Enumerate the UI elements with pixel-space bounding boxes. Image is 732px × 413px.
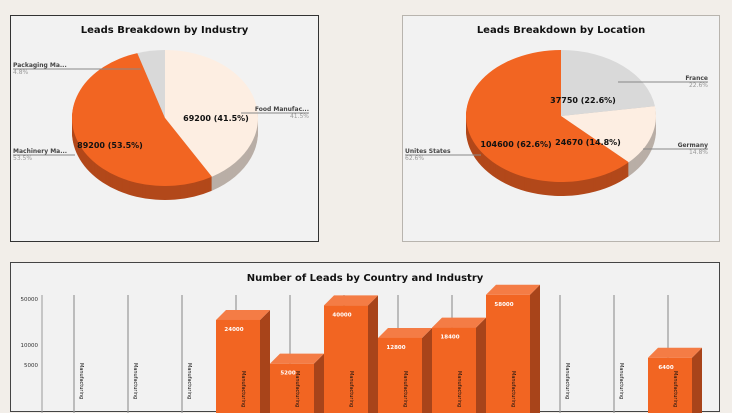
bar-side <box>530 284 540 413</box>
pie-percent-label: 53.5% <box>13 155 32 162</box>
bar-data-label: 40000 <box>332 312 351 318</box>
category-label: Manufacturing <box>564 363 570 399</box>
bar <box>324 305 368 413</box>
pie-data-label: 69200 (41.5%) <box>183 114 249 123</box>
category-label: Manufacturing <box>186 363 192 399</box>
bar <box>378 337 422 413</box>
pie-category-label: Food Manufac... <box>255 106 309 113</box>
industry-pie-panel: Leads Breakdown by Industry 69200 (41.5%… <box>10 15 319 242</box>
bar-top <box>648 347 702 358</box>
category-label: Manufacturing <box>240 371 246 407</box>
bar-top <box>324 295 378 306</box>
bar-top <box>378 327 432 338</box>
pie-slice <box>137 50 165 118</box>
category-label: Manufacturing <box>402 371 408 407</box>
pie-percent-label: 62.6% <box>405 155 424 162</box>
category-label: Manufacturing <box>294 371 300 407</box>
pie-slice <box>165 50 258 177</box>
pie-category-label: Machinery Ma... <box>13 148 67 155</box>
pie-percent-label: 4.8% <box>13 69 29 76</box>
category-label: Manufacturing <box>132 363 138 399</box>
bar-side <box>476 317 486 413</box>
pie-category-label: Unites States <box>405 148 451 155</box>
category-label: Manufacturing <box>672 371 678 407</box>
pie-percent-label: 22.6% <box>689 82 708 89</box>
pie-category-label: Packaging Ma... <box>13 62 67 69</box>
bar-top <box>216 309 270 320</box>
pie-slice <box>561 50 655 116</box>
bar-data-label: 58000 <box>494 302 513 308</box>
bar <box>216 319 260 413</box>
bar-chart: 50000 10000 5000 Manufacturing Manufacturing… <box>21 284 702 413</box>
pie-data-label: 104600 (62.6%) <box>480 140 551 149</box>
category-label: Manufacturing <box>618 363 624 399</box>
pie-data-label: 24670 (14.8%) <box>555 138 621 147</box>
bar-top <box>270 353 324 364</box>
pie-percent-label: 14.8% <box>689 149 708 156</box>
bar-top <box>432 317 486 328</box>
industry-pie-chart: 69200 (41.5%) Food Manufac...41.5% 89200 (… <box>13 50 309 200</box>
bar-side <box>692 347 702 413</box>
pie-data-label: 89200 (53.5%) <box>77 141 143 150</box>
pie-category-label: Germany <box>678 142 709 149</box>
bar-chart-panel: Number of Leads by Country and Industry … <box>10 262 720 413</box>
category-label: Manufacturing <box>456 371 462 407</box>
bar-side <box>260 309 270 413</box>
pie-data-label: 37750 (22.6%) <box>550 96 616 105</box>
category-label: Manufacturing <box>510 371 516 407</box>
y-tick-label: 5000 <box>24 363 38 369</box>
category-label: Manufacturing <box>348 371 354 407</box>
bar <box>432 327 476 413</box>
location-pie-panel: Leads Breakdown by Location 37750 (22.6%… <box>402 15 720 242</box>
bar-data-label: 24000 <box>224 327 243 333</box>
location-pie-title: Leads Breakdown by Location <box>476 25 646 36</box>
bar-data-label: 12800 <box>386 345 405 351</box>
pie-slice <box>466 50 629 182</box>
pie-slice <box>561 106 656 163</box>
bar-data-label: 6400 <box>658 365 673 371</box>
bar-side <box>422 327 432 413</box>
pie-slice <box>71 53 212 186</box>
bar-data-label: 18400 <box>440 335 459 341</box>
bar-side <box>368 295 378 413</box>
bar <box>486 294 530 413</box>
pie-category-label: France <box>685 75 708 82</box>
bar-data-label: 5200 <box>280 371 295 377</box>
y-tick-label: 50000 <box>21 297 39 303</box>
bar-top <box>486 284 540 295</box>
industry-pie-title: Leads Breakdown by Industry <box>80 25 249 36</box>
pie-percent-label: 41.5% <box>290 113 309 120</box>
bar-chart-title: Number of Leads by Country and Industry <box>246 273 484 284</box>
bar-side <box>314 353 324 413</box>
category-label: Manufacturing <box>78 363 84 399</box>
y-tick-label: 10000 <box>21 343 39 349</box>
